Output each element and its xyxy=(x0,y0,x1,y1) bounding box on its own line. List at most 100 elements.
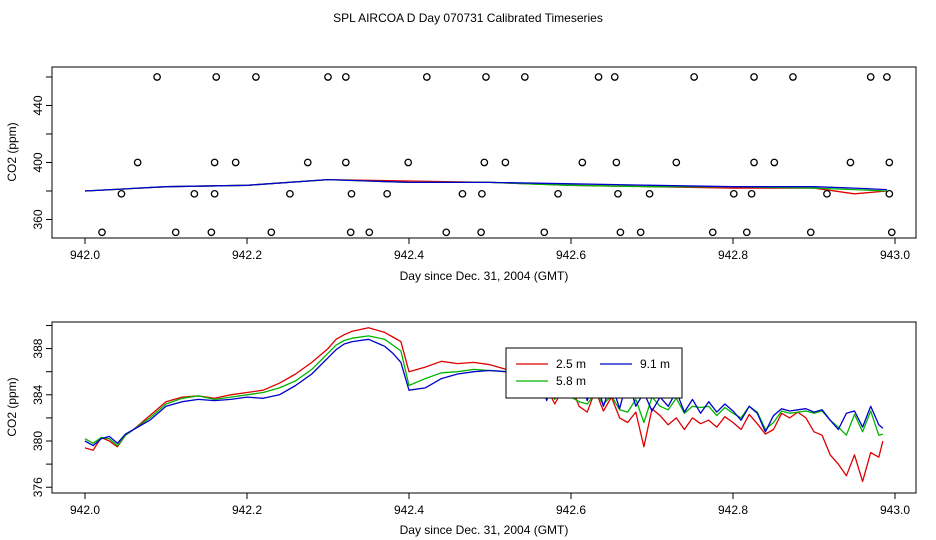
bottom-x-tick-label: 942.8 xyxy=(718,503,748,517)
top-x-tick-label: 942.4 xyxy=(394,248,424,262)
calibration-point xyxy=(750,158,758,167)
bottom-x-tick-label: 942.2 xyxy=(232,503,262,517)
top-y-axis-label: CO2 (ppm) xyxy=(5,122,19,181)
top-x-tick-label: 942.2 xyxy=(232,248,262,262)
calibration-point xyxy=(347,189,356,198)
calibration-point xyxy=(729,189,738,198)
top-y-tick-label: 360 xyxy=(31,209,45,229)
calibration-point xyxy=(885,189,894,198)
calibration-point xyxy=(520,73,529,81)
calibration-point xyxy=(672,158,681,167)
calibration-point xyxy=(887,228,896,237)
top-x-tick-label: 943.0 xyxy=(880,248,910,262)
bottom-y-axis: 376 380 384 388 xyxy=(31,324,52,497)
calibration-point xyxy=(286,189,294,198)
calibration-point xyxy=(404,158,413,167)
calibration-point xyxy=(770,158,779,167)
bottom-panel: 942.0 942.2 942.4 942.6 942.8 943.0 376 380 384… xyxy=(5,321,917,537)
top-y-tick-label: 400 xyxy=(31,152,45,172)
calibration-point xyxy=(478,189,486,198)
bottom-y-tick-label: 376 xyxy=(31,477,45,497)
calibration-point xyxy=(267,228,276,237)
calibration-point xyxy=(190,189,199,198)
calibration-point xyxy=(883,73,891,81)
calibration-point xyxy=(554,189,562,198)
calibration-point xyxy=(458,189,467,198)
calibration-point xyxy=(823,189,831,198)
top-x-tick-label: 942.8 xyxy=(718,248,748,262)
calibration-point xyxy=(885,158,894,167)
bottom-y-tick-label: 388 xyxy=(31,338,45,358)
calibration-point xyxy=(789,73,797,81)
calibration-point xyxy=(365,228,374,237)
calibration-point xyxy=(341,158,350,167)
calibration-point xyxy=(442,228,451,237)
calibration-point xyxy=(171,228,180,237)
calibration-point xyxy=(614,189,622,198)
calibration-point xyxy=(210,189,219,198)
calibration-point xyxy=(750,73,758,81)
bottom-x-axis-label: Day since Dec. 31, 2004 (GMT) xyxy=(400,523,569,537)
calibration-point xyxy=(610,73,619,81)
bottom-y-axis-label: CO2 (ppm) xyxy=(5,377,19,436)
calibration-point xyxy=(482,73,490,81)
calibration-point xyxy=(383,189,391,198)
calibration-point xyxy=(578,158,587,167)
top-y-tick-label: 440 xyxy=(31,95,45,115)
calibration-point xyxy=(98,228,106,237)
calibration-point xyxy=(636,228,645,237)
top-panel: 942.0 942.2 942.4 942.6 942.8 943.0 360 400 440… xyxy=(5,66,917,283)
calibration-point xyxy=(346,228,355,237)
bottom-plot-frame xyxy=(51,321,917,494)
calibration-point xyxy=(324,73,332,81)
top-plot-frame xyxy=(51,66,917,239)
calibration-point xyxy=(747,189,756,198)
calibration-point xyxy=(616,228,625,237)
calibration-point xyxy=(212,73,221,81)
calibration-point xyxy=(742,228,751,237)
figure-title: SPL AIRCOA D Day 070731 Calibrated Times… xyxy=(333,11,603,25)
calibration-point xyxy=(708,228,717,237)
bottom-x-tick-label: 943.0 xyxy=(880,503,910,517)
calibration-point xyxy=(846,158,855,167)
calibration-point xyxy=(806,228,815,237)
top-x-tick-label: 942.0 xyxy=(70,248,100,262)
calibration-point xyxy=(210,158,219,167)
legend-label-5.8m: 5.8 m xyxy=(556,374,586,388)
calibration-point xyxy=(612,158,621,167)
calibration-point xyxy=(422,73,431,81)
top-x-axis: 942.0 942.2 942.4 942.6 942.8 943.0 xyxy=(70,238,910,262)
top-x-tick-label: 942.6 xyxy=(556,248,586,262)
calibration-point xyxy=(303,158,312,167)
calibration-point xyxy=(477,228,485,237)
calibration-point xyxy=(866,73,875,81)
bottom-y-tick-label: 384 xyxy=(31,384,45,404)
bottom-x-tick-label: 942.4 xyxy=(394,503,424,517)
calibration-point xyxy=(501,158,510,167)
calibration-point xyxy=(480,158,489,167)
calibration-point xyxy=(231,158,240,167)
calibration-point xyxy=(252,73,260,81)
top-y-axis: 360 400 440 xyxy=(31,76,52,229)
top-x-axis-label: Day since Dec. 31, 2004 (GMT) xyxy=(400,269,569,283)
calibration-point xyxy=(117,189,126,198)
calibration-point xyxy=(207,228,216,237)
legend-box xyxy=(505,347,683,399)
calibration-point xyxy=(540,228,549,237)
calibration-point xyxy=(341,73,350,81)
calibration-point xyxy=(133,158,142,167)
bottom-x-tick-label: 942.6 xyxy=(556,503,586,517)
legend-label-9.1m: 9.1 m xyxy=(640,357,670,371)
calibration-point xyxy=(645,189,654,198)
calibration-point xyxy=(153,73,161,81)
top-series-9_1m xyxy=(84,178,887,192)
legend-label-2.5m: 2.5 m xyxy=(556,357,586,371)
bottom-x-axis: 942.0 942.2 942.4 942.6 942.8 943.0 xyxy=(70,493,910,517)
top-calibration-points xyxy=(98,73,896,237)
bottom-y-tick-label: 380 xyxy=(31,431,45,451)
top-series-lines xyxy=(84,178,887,195)
calibration-point xyxy=(594,73,603,81)
bottom-x-tick-label: 942.0 xyxy=(70,503,100,517)
